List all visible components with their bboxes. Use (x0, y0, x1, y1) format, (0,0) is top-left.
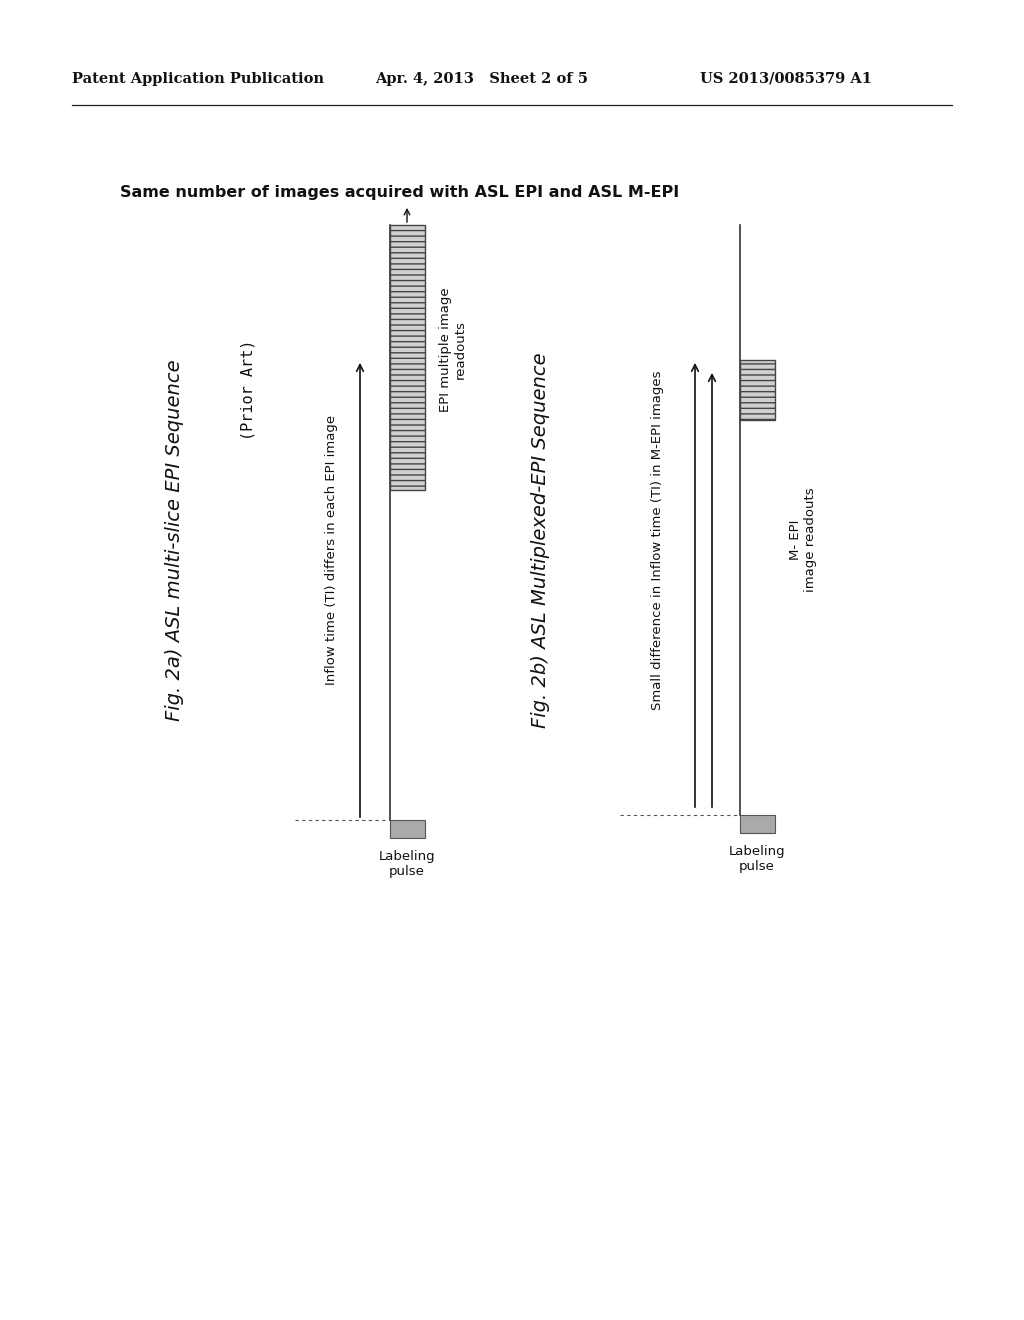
Bar (740, 814, 775, 833)
Text: M- EPI
image readouts: M- EPI image readouts (790, 487, 817, 593)
Text: (Prior Art): (Prior Art) (241, 339, 256, 440)
Text: Small difference in Inflow time (TI) in M-EPI images: Small difference in Inflow time (TI) in … (651, 370, 665, 710)
Text: Patent Application Publication: Patent Application Publication (72, 73, 324, 86)
Text: Apr. 4, 2013   Sheet 2 of 5: Apr. 4, 2013 Sheet 2 of 5 (375, 73, 588, 86)
Text: Same number of images acquired with ASL EPI and ASL M-EPI: Same number of images acquired with ASL … (120, 185, 679, 201)
Text: EPI multiple image
readouts: EPI multiple image readouts (439, 288, 467, 412)
Text: Fig. 2b) ASL Multiplexed-EPI Sequence: Fig. 2b) ASL Multiplexed-EPI Sequence (530, 352, 550, 727)
Text: US 2013/0085379 A1: US 2013/0085379 A1 (700, 73, 872, 86)
Bar (390, 224, 425, 490)
Text: Labeling
pulse: Labeling pulse (379, 850, 435, 878)
Bar (390, 820, 425, 838)
Text: Fig. 2a) ASL multi-slice EPI Sequence: Fig. 2a) ASL multi-slice EPI Sequence (166, 359, 184, 721)
Text: Labeling
pulse: Labeling pulse (729, 845, 785, 873)
Text: Inflow time (TI) differs in each EPI image: Inflow time (TI) differs in each EPI ima… (326, 414, 339, 685)
Bar (740, 360, 775, 420)
